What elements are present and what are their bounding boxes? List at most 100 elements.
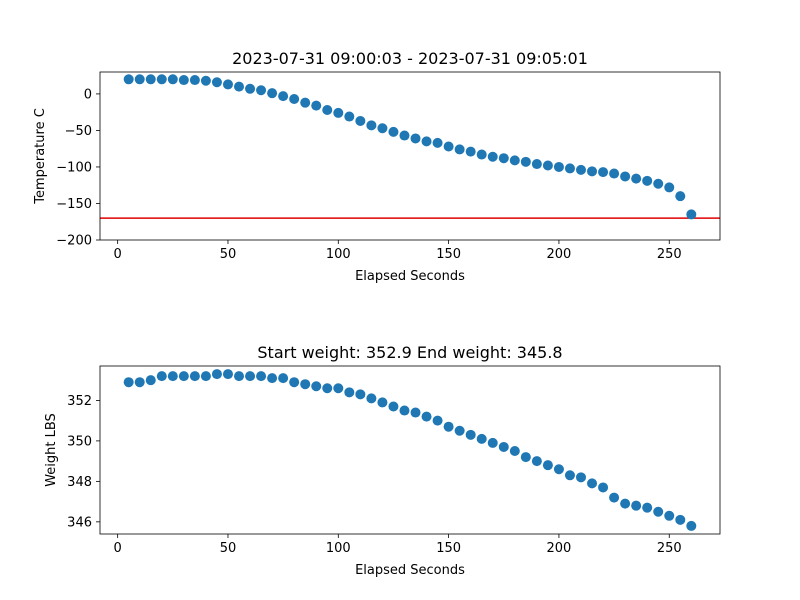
weight-data-point	[686, 520, 697, 531]
temperature-data-point	[564, 163, 575, 174]
weight-data-point	[575, 472, 586, 483]
weight-data-point	[399, 405, 410, 416]
weight-data-point	[664, 510, 675, 521]
temperature-data-point	[267, 88, 278, 99]
temperature-data-point	[476, 149, 487, 160]
weight-data-point	[609, 492, 620, 503]
temperature-data-point	[520, 156, 531, 167]
weight-data-point	[498, 441, 509, 452]
weight-plot-area: 0 50 100 150 200 250 346 348 350 352	[67, 365, 721, 556]
weight-data-point	[123, 377, 134, 388]
temperature-data-point	[454, 144, 465, 155]
weight-data-point	[256, 371, 267, 382]
weight-data-point	[542, 460, 553, 471]
temperature-data-point	[300, 97, 311, 108]
temperature-data-point	[575, 164, 586, 175]
weight-data-point	[620, 498, 631, 509]
temperature-data-point	[145, 74, 156, 85]
temperature-data-point	[609, 168, 620, 179]
weight-data-point	[222, 369, 233, 380]
weight-data-point	[531, 456, 542, 467]
weight-y-tick-label: 352	[67, 394, 92, 409]
weight-data-point	[278, 373, 289, 384]
weight-data-point	[355, 389, 366, 400]
temperature-data-point	[653, 178, 664, 189]
weight-data-point	[366, 393, 377, 404]
weight-x-tick-label: 150	[436, 541, 461, 556]
temperature-data-point	[432, 137, 443, 148]
temperature-chart: 2023-07-31 09:00:03 - 2023-07-31 09:05:0…	[33, 49, 721, 284]
temperature-data-point	[366, 120, 377, 131]
temperature-data-point	[542, 160, 553, 171]
temperature-data-point	[178, 75, 189, 86]
temperature-x-tick-label: 0	[114, 247, 122, 262]
weight-data-point	[564, 470, 575, 481]
temperature-data-point	[686, 209, 697, 220]
temperature-data-point	[333, 107, 344, 118]
weight-data-point	[311, 381, 322, 392]
temperature-chart-ylabel: Temperature C	[33, 108, 48, 205]
weight-data-point	[454, 425, 465, 436]
weight-data-point	[443, 421, 454, 432]
weight-chart-title: Start weight: 352.9 End weight: 345.8	[257, 343, 562, 362]
temperature-data-point	[465, 146, 476, 157]
weight-data-point	[642, 502, 653, 513]
weight-data-point	[267, 373, 278, 384]
temperature-data-point	[664, 182, 675, 193]
temperature-data-point	[642, 175, 653, 186]
temperature-chart-xlabel: Elapsed Seconds	[355, 269, 465, 284]
temperature-data-point	[256, 85, 267, 96]
weight-data-point	[421, 411, 432, 422]
weight-data-point	[200, 371, 211, 382]
temperature-data-point	[344, 111, 355, 122]
weight-data-point	[156, 371, 167, 382]
weight-data-point	[520, 452, 531, 463]
temperature-data-point	[167, 74, 178, 85]
temperature-data-point	[421, 136, 432, 147]
weight-data-point	[289, 377, 300, 388]
temperature-y-tick-label: −150	[56, 197, 92, 212]
weight-data-point	[344, 387, 355, 398]
temperature-data-point	[278, 91, 289, 102]
weight-data-point	[145, 375, 156, 386]
temperature-axes-frame	[99, 71, 721, 241]
weight-x-tick-label: 50	[220, 541, 237, 556]
temperature-data-point	[355, 115, 366, 126]
weight-data-point	[333, 383, 344, 394]
weight-y-tick-label: 346	[67, 515, 92, 530]
temperature-data-point	[553, 161, 564, 172]
weight-data-point	[432, 415, 443, 426]
temperature-data-point	[498, 153, 509, 164]
temperature-y-tick-label: 0	[84, 87, 92, 102]
temperature-data-point	[377, 123, 388, 134]
weight-x-tick-label: 250	[657, 541, 682, 556]
weight-data-point	[178, 371, 189, 382]
weight-x-tick-label: 100	[326, 541, 351, 556]
temperature-data-point	[311, 100, 322, 111]
weight-axes-frame	[99, 365, 721, 535]
temperature-x-tick-label: 250	[657, 247, 682, 262]
weight-x-tick-label: 200	[547, 541, 572, 556]
temperature-plot-area: 0 50 100 150 200 250 0 −50 −100 −150 −200	[56, 71, 721, 262]
temperature-data-point	[134, 74, 145, 85]
weight-data-point	[167, 371, 178, 382]
temperature-y-tick-label: −200	[56, 234, 92, 249]
weight-y-tick-label: 348	[67, 475, 92, 490]
weight-data-point	[598, 482, 609, 493]
temperature-data-point	[289, 94, 300, 105]
weight-data-point	[509, 446, 520, 457]
temperature-data-point	[675, 191, 686, 202]
temperature-data-point	[234, 81, 245, 92]
weight-data-point	[675, 514, 686, 525]
temperature-data-point	[487, 151, 498, 162]
weight-x-tick-label: 0	[114, 541, 122, 556]
temperature-data-point	[388, 126, 399, 137]
temperature-data-point	[189, 75, 200, 86]
weight-chart: Start weight: 352.9 End weight: 345.8 0 5…	[44, 343, 721, 578]
weight-data-point	[553, 464, 564, 475]
weight-data-point	[631, 500, 642, 511]
weight-data-point	[322, 383, 333, 394]
weight-data-point	[234, 371, 245, 382]
temperature-data-point	[200, 75, 211, 86]
